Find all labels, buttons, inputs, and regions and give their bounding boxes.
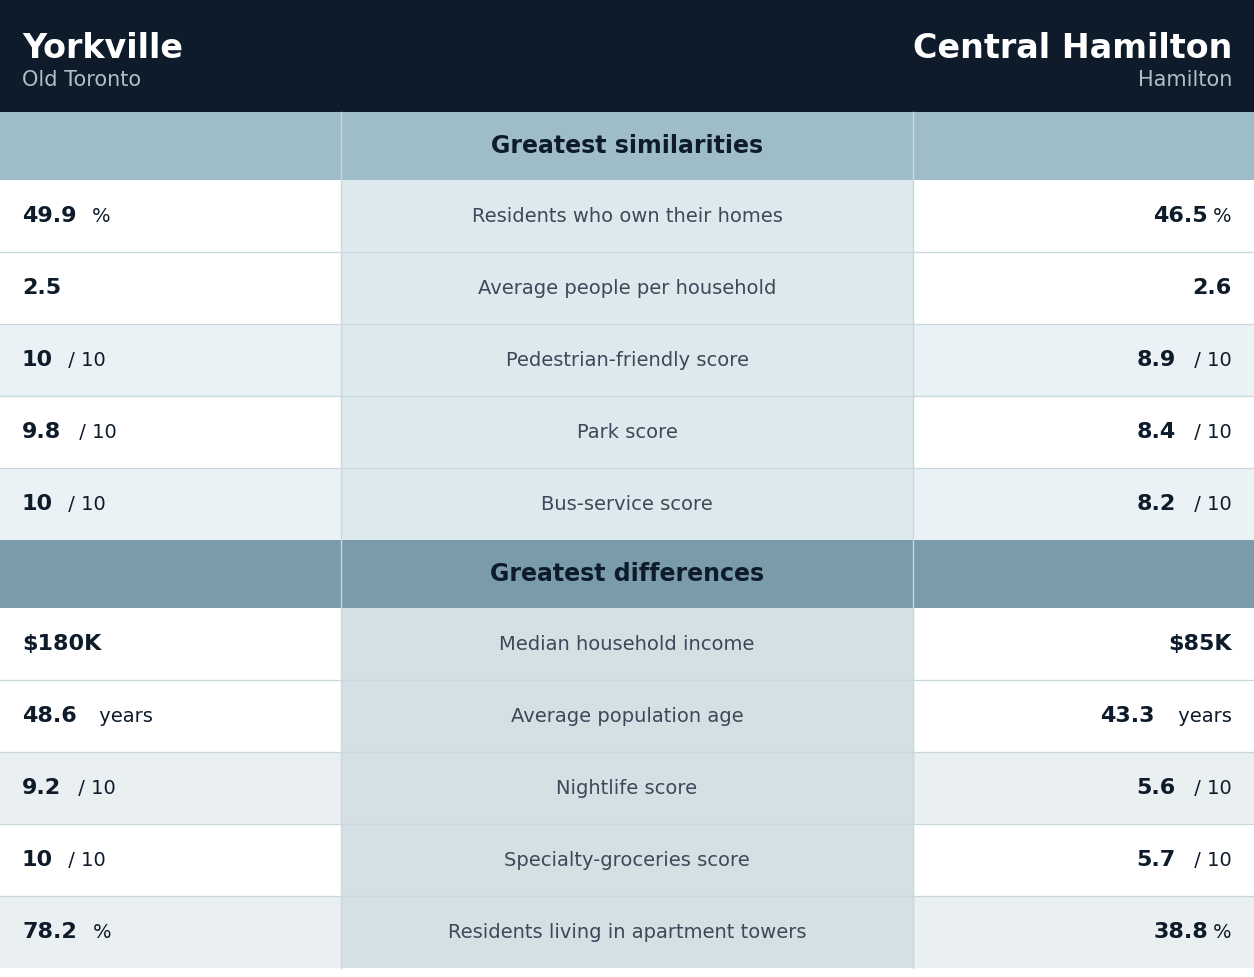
Text: Bus-service score: Bus-service score (542, 494, 712, 514)
Text: %: % (1214, 206, 1231, 226)
Bar (341, 608, 913, 680)
Bar (341, 252, 913, 324)
Bar (913, 680, 1254, 752)
Text: / 10: / 10 (1189, 494, 1231, 514)
Text: 10: 10 (23, 350, 53, 370)
Text: / 10: / 10 (63, 494, 105, 514)
Bar (341, 824, 913, 896)
Bar (0, 0, 1254, 112)
Text: / 10: / 10 (63, 851, 105, 870)
Text: 9.8: 9.8 (23, 422, 61, 442)
Bar (913, 396, 1254, 468)
Text: Old Toronto: Old Toronto (23, 70, 142, 90)
Text: / 10: / 10 (1189, 422, 1231, 442)
Text: 49.9: 49.9 (23, 206, 76, 226)
Text: Median household income: Median household income (499, 634, 755, 654)
Text: Nightlife score: Nightlife score (557, 779, 697, 797)
Text: years: years (93, 706, 153, 726)
Bar (0, 468, 341, 540)
Text: / 10: / 10 (1189, 779, 1231, 797)
Bar (0, 608, 341, 680)
Text: Average people per household: Average people per household (478, 278, 776, 298)
Bar (0, 112, 1254, 180)
Text: 8.4: 8.4 (1136, 422, 1175, 442)
Text: 2.6: 2.6 (1193, 278, 1231, 298)
Bar (913, 252, 1254, 324)
Bar (0, 324, 341, 396)
Text: %: % (1214, 922, 1231, 942)
Text: Greatest differences: Greatest differences (490, 562, 764, 586)
Text: 8.4 / 10: 8.4 / 10 (1146, 422, 1231, 442)
Text: 46.5%: 46.5% (1161, 206, 1231, 226)
Text: 38.8%: 38.8% (1161, 922, 1231, 942)
Text: Residents who own their homes: Residents who own their homes (472, 206, 782, 226)
Bar (0, 752, 341, 824)
Text: / 10: / 10 (73, 422, 117, 442)
Bar (341, 896, 913, 968)
Bar (0, 180, 341, 252)
Bar (913, 896, 1254, 968)
Bar (913, 180, 1254, 252)
Bar (0, 824, 341, 896)
Bar (913, 468, 1254, 540)
Text: Central Hamilton: Central Hamilton (913, 32, 1231, 65)
Bar (341, 680, 913, 752)
Text: 8.2: 8.2 (1136, 494, 1175, 514)
Bar (341, 180, 913, 252)
Bar (0, 540, 1254, 608)
Bar (0, 252, 341, 324)
Bar (913, 608, 1254, 680)
Text: 5.6 / 10: 5.6 / 10 (1146, 778, 1231, 798)
Bar (0, 396, 341, 468)
Text: %: % (93, 206, 110, 226)
Text: 38.8: 38.8 (1154, 922, 1208, 942)
Text: Park score: Park score (577, 422, 677, 442)
Bar (913, 752, 1254, 824)
Text: Pedestrian-friendly score: Pedestrian-friendly score (505, 351, 749, 369)
Text: 5.7 / 10: 5.7 / 10 (1146, 850, 1231, 870)
Text: 8.2 / 10: 8.2 / 10 (1146, 494, 1231, 514)
Text: 8.9 / 10: 8.9 / 10 (1146, 350, 1231, 370)
Text: 9.2: 9.2 (23, 778, 61, 798)
Text: Specialty-groceries score: Specialty-groceries score (504, 851, 750, 870)
Text: Hamilton: Hamilton (1137, 70, 1231, 90)
Text: years: years (1172, 706, 1231, 726)
Text: %: % (93, 922, 112, 942)
Bar (0, 680, 341, 752)
Text: Average population age: Average population age (510, 706, 744, 726)
Text: / 10: / 10 (73, 779, 117, 797)
Bar (341, 468, 913, 540)
Text: Greatest similarities: Greatest similarities (490, 134, 764, 158)
Text: Yorkville: Yorkville (23, 32, 183, 65)
Text: / 10: / 10 (1189, 851, 1231, 870)
Text: 10: 10 (23, 850, 53, 870)
Text: 78.2: 78.2 (23, 922, 76, 942)
Text: 43.3 years: 43.3 years (1115, 706, 1231, 726)
Text: 2.5: 2.5 (23, 278, 61, 298)
Bar (0, 896, 341, 968)
Bar (341, 324, 913, 396)
Text: 43.3: 43.3 (1100, 706, 1155, 726)
Bar (913, 824, 1254, 896)
Text: 5.7: 5.7 (1136, 850, 1175, 870)
Text: 5.6: 5.6 (1136, 778, 1175, 798)
Text: $180K: $180K (23, 634, 102, 654)
Text: 48.6: 48.6 (23, 706, 76, 726)
Bar (341, 396, 913, 468)
Text: / 10: / 10 (63, 351, 105, 369)
Text: / 10: / 10 (1189, 351, 1231, 369)
Text: 46.5: 46.5 (1154, 206, 1208, 226)
Text: 8.9: 8.9 (1136, 350, 1175, 370)
Bar (913, 324, 1254, 396)
Bar (341, 752, 913, 824)
Text: 10: 10 (23, 494, 53, 514)
Text: Residents living in apartment towers: Residents living in apartment towers (448, 922, 806, 942)
Text: $85K: $85K (1169, 634, 1231, 654)
